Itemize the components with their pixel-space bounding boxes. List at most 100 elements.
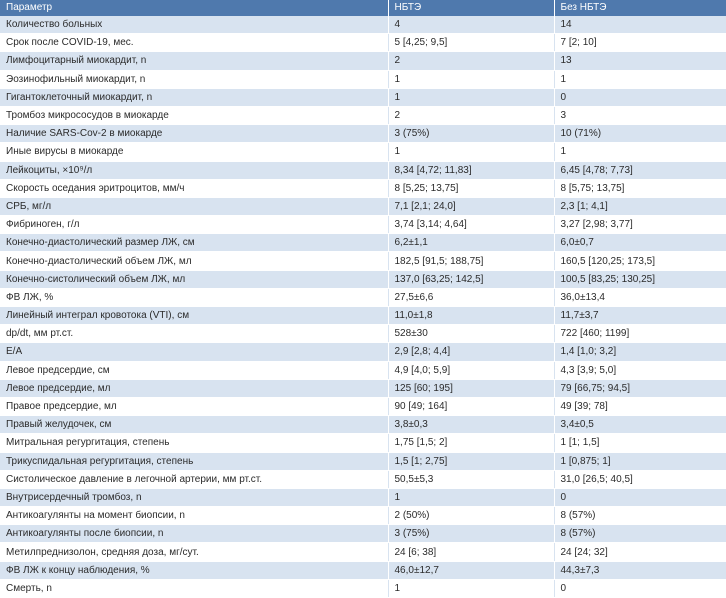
- cell-nbte: 3 (75%): [388, 524, 555, 544]
- cell-parameter: Правый желудочек, см: [0, 415, 389, 435]
- cell-without-nbte: 1: [554, 142, 726, 162]
- cell-parameter: Систолическое давление в легочной артери…: [0, 470, 389, 489]
- cell-without-nbte: 49 [39; 78]: [554, 397, 726, 417]
- cell-parameter: Иные вирусы в миокарде: [0, 142, 389, 162]
- cell-without-nbte: 14: [554, 16, 726, 35]
- table-body: Количество больных 4 14 Срок после COVID-19…: [0, 16, 726, 598]
- cell-without-nbte: 44,3±7,3: [554, 561, 726, 580]
- cell-nbte: 11,0±1,8: [388, 306, 555, 326]
- cell-parameter: Гигантоклеточный миокардит, n: [0, 88, 389, 107]
- cell-without-nbte: 1: [554, 70, 726, 89]
- cell-nbte: 1,75 [1,5; 2]: [388, 433, 555, 453]
- cell-nbte: 3,8±0,3: [388, 415, 555, 435]
- cell-parameter: ФВ ЛЖ к концу наблюдения, %: [0, 561, 389, 580]
- table-row: Лимфоцитарный миокардит, n 2 13: [0, 51, 726, 71]
- table-row: Скорость оседания эритроцитов, мм/ч 8 [5,…: [0, 179, 726, 198]
- cell-without-nbte: 1 [0,875; 1]: [554, 452, 726, 471]
- cell-without-nbte: 8 [5,75; 13,75]: [554, 179, 726, 198]
- cell-nbte: 1,5 [1; 2,75]: [388, 452, 555, 471]
- cell-without-nbte: 13: [554, 51, 726, 71]
- cell-without-nbte: 31,0 [26,5; 40,5]: [554, 470, 726, 489]
- cell-parameter: Количество больных: [0, 16, 389, 35]
- cell-parameter: Линейный интеграл кровотока (VTI), см: [0, 306, 389, 326]
- table-row: Фибриноген, г/л 3,74 [3,14; 4,64] 3,27 [2,…: [0, 215, 726, 235]
- table-row: Тромбоз микрососудов в миокарде 2 3: [0, 106, 726, 126]
- header-nbte: НБТЭ: [388, 0, 555, 16]
- cell-without-nbte: 36,0±13,4: [554, 288, 726, 308]
- cell-nbte: 1: [388, 88, 555, 107]
- table-row: Срок после COVID-19, мес. 5 [4,25; 9,5] 7 …: [0, 33, 726, 53]
- cell-without-nbte: 0: [554, 488, 726, 508]
- table-row: Левое предсердие, см 4,9 [4,0; 5,9] 4,3 [3…: [0, 361, 726, 380]
- header-parameter: Параметр: [0, 0, 389, 16]
- cell-nbte: 27,5±6,6: [388, 288, 555, 308]
- header-row: Параметр НБТЭ Без НБТЭ: [0, 0, 726, 16]
- cell-parameter: Трикуспидальная регургитация, степень: [0, 452, 389, 471]
- cell-without-nbte: 11,7±3,7: [554, 306, 726, 326]
- cell-parameter: Левое предсердие, см: [0, 361, 389, 380]
- cell-without-nbte: 722 [460; 1199]: [554, 324, 726, 344]
- cell-without-nbte: 1 [1; 1,5]: [554, 433, 726, 453]
- table-row: E/A 2,9 [2,8; 4,4] 1,4 [1,0; 3,2]: [0, 342, 726, 362]
- cell-without-nbte: 7 [2; 10]: [554, 33, 726, 53]
- cell-without-nbte: 4,3 [3,9; 5,0]: [554, 361, 726, 380]
- cell-without-nbte: 79 [66,75; 94,5]: [554, 379, 726, 398]
- cell-parameter: ФВ ЛЖ, %: [0, 288, 389, 308]
- cell-parameter: Наличие SARS-Cov-2 в миокарде: [0, 124, 389, 144]
- table-row: Лейкоциты, ×10⁹/л 8,34 [4,72; 11,83] 6,45 …: [0, 161, 726, 180]
- cell-without-nbte: 160,5 [120,25; 173,5]: [554, 251, 726, 271]
- cell-nbte: 1: [388, 488, 555, 508]
- cell-nbte: 5 [4,25; 9,5]: [388, 33, 555, 53]
- cell-nbte: 4,9 [4,0; 5,9]: [388, 361, 555, 380]
- cell-parameter: Срок после COVID-19, мес.: [0, 33, 389, 53]
- cell-parameter: Фибриноген, г/л: [0, 215, 389, 235]
- cell-nbte: 182,5 [91,5; 188,75]: [388, 251, 555, 271]
- cell-parameter: СРБ, мг/л: [0, 197, 389, 217]
- cell-nbte: 2 (50%): [388, 506, 555, 526]
- cell-nbte: 125 [60; 195]: [388, 379, 555, 398]
- cell-without-nbte: 24 [24; 32]: [554, 542, 726, 562]
- table-header: Параметр НБТЭ Без НБТЭ: [0, 0, 726, 16]
- cell-parameter: Левое предсердие, мл: [0, 379, 389, 398]
- table-row: ФВ ЛЖ к концу наблюдения, % 46,0±12,7 44,3…: [0, 561, 726, 580]
- table-row: Наличие SARS-Cov-2 в миокарде 3 (75%) 10 (…: [0, 124, 726, 144]
- cell-nbte: 2: [388, 106, 555, 126]
- cell-nbte: 24 [6; 38]: [388, 542, 555, 562]
- table-row: Иные вирусы в миокарде 1 1: [0, 142, 726, 162]
- cell-without-nbte: 6,45 [4,78; 7,73]: [554, 161, 726, 180]
- table-row: СРБ, мг/л 7,1 [2,1; 24,0] 2,3 [1; 4,1]: [0, 197, 726, 217]
- cell-nbte: 8,34 [4,72; 11,83]: [388, 161, 555, 180]
- table-row: Конечно-диастолический размер ЛЖ, см 6,2±…: [0, 233, 726, 253]
- cell-without-nbte: 2,3 [1; 4,1]: [554, 197, 726, 217]
- cell-parameter: Внутрисердечный тромбоз, n: [0, 488, 389, 508]
- cell-without-nbte: 6,0±0,7: [554, 233, 726, 253]
- cell-nbte: 90 [49; 164]: [388, 397, 555, 417]
- cell-nbte: 1: [388, 579, 555, 598]
- cell-nbte: 50,5±5,3: [388, 470, 555, 489]
- cell-nbte: 528±30: [388, 324, 555, 344]
- cell-parameter: Лимфоцитарный миокардит, n: [0, 51, 389, 71]
- cell-without-nbte: 0: [554, 88, 726, 107]
- cell-parameter: Конечно-диастолический объем ЛЖ, мл: [0, 251, 389, 271]
- cell-nbte: 6,2±1,1: [388, 233, 555, 253]
- cell-without-nbte: 10 (71%): [554, 124, 726, 144]
- cell-without-nbte: 3: [554, 106, 726, 126]
- cell-parameter: Правое предсердие, мл: [0, 397, 389, 417]
- cell-without-nbte: 3,4±0,5: [554, 415, 726, 435]
- table-row: Правый желудочек, см 3,8±0,3 3,4±0,5: [0, 415, 726, 435]
- table-row: Митральная регургитация, степень 1,75 [1,…: [0, 433, 726, 453]
- cell-nbte: 46,0±12,7: [388, 561, 555, 580]
- cell-without-nbte: 8 (57%): [554, 506, 726, 526]
- cell-parameter: Конечно-систолический объем ЛЖ, мл: [0, 270, 389, 289]
- cell-nbte: 8 [5,25; 13,75]: [388, 179, 555, 198]
- cell-parameter: Антикоагулянты на момент биопсии, n: [0, 506, 389, 526]
- cell-nbte: 1: [388, 142, 555, 162]
- header-without-nbte: Без НБТЭ: [554, 0, 726, 16]
- cell-without-nbte: 3,27 [2,98; 3,77]: [554, 215, 726, 235]
- table-row: Систолическое давление в легочной артери…: [0, 470, 726, 489]
